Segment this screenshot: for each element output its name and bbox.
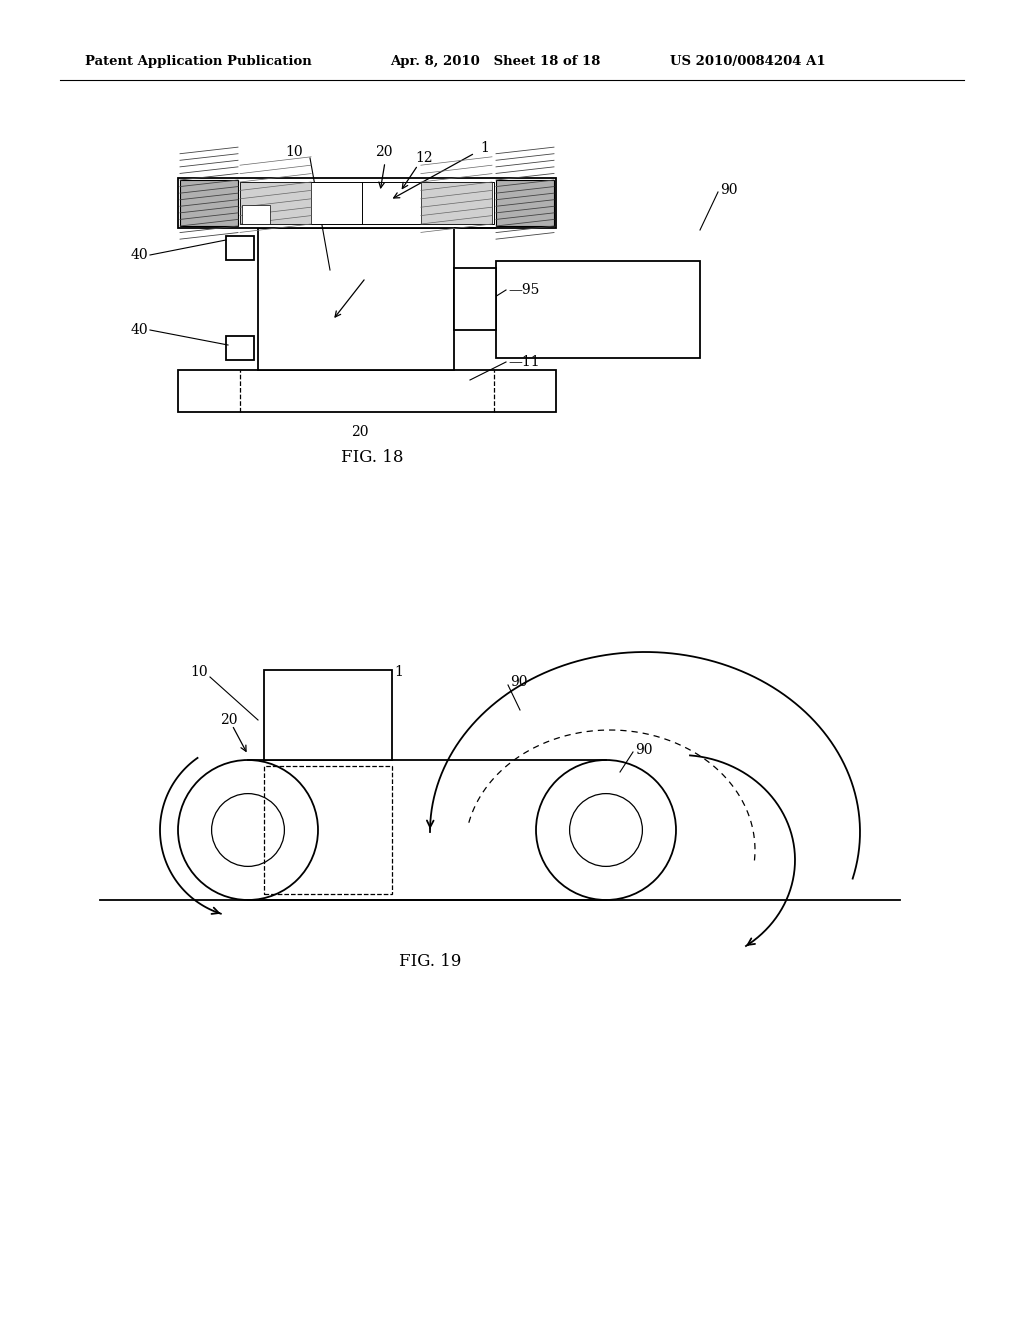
Bar (240, 182, 311, 224)
Text: 12: 12 (415, 150, 432, 165)
Bar (226, 236, 254, 260)
Text: US 2010/0084204 A1: US 2010/0084204 A1 (670, 55, 825, 69)
Bar (264, 766, 392, 894)
Text: 90: 90 (720, 183, 737, 197)
Bar (178, 178, 556, 228)
Bar (226, 337, 254, 360)
Text: 90: 90 (510, 675, 527, 689)
Text: Patent Application Publication: Patent Application Publication (85, 55, 311, 69)
Bar (240, 182, 494, 224)
Bar (496, 180, 554, 226)
Text: FIG. 19: FIG. 19 (398, 953, 461, 970)
Text: 10: 10 (285, 145, 303, 158)
Text: 40: 40 (130, 323, 148, 337)
Bar (178, 370, 556, 412)
Bar (454, 268, 496, 330)
Text: 90: 90 (635, 743, 652, 756)
Bar (264, 671, 392, 760)
Bar (421, 182, 492, 224)
Text: FIG. 18: FIG. 18 (341, 450, 403, 466)
Text: Apr. 8, 2010   Sheet 18 of 18: Apr. 8, 2010 Sheet 18 of 18 (390, 55, 600, 69)
Text: —11: —11 (508, 355, 540, 370)
Text: 20: 20 (220, 713, 238, 727)
Text: 10: 10 (190, 665, 208, 678)
Bar (180, 180, 238, 226)
Text: 20: 20 (351, 425, 369, 440)
Bar (258, 228, 454, 370)
Text: 20: 20 (375, 145, 392, 158)
Bar (242, 205, 270, 224)
Bar (496, 261, 700, 358)
Text: —95: —95 (508, 282, 540, 297)
Text: 1: 1 (394, 665, 402, 678)
Text: 40: 40 (130, 248, 148, 261)
Text: 1: 1 (480, 141, 488, 154)
